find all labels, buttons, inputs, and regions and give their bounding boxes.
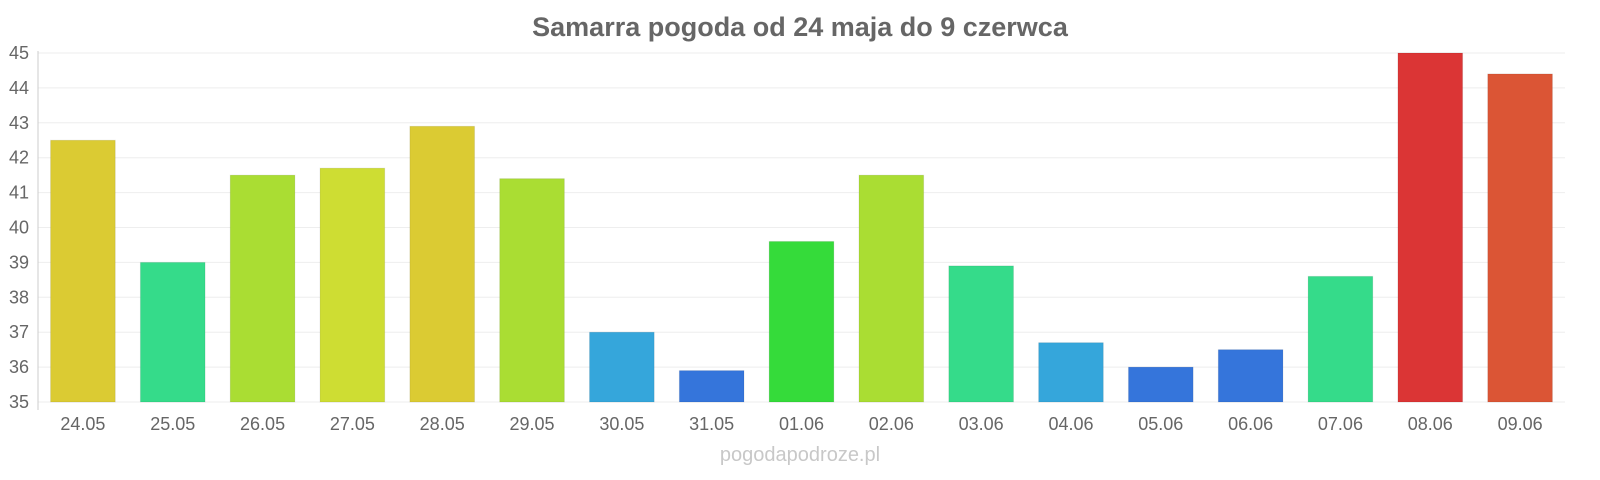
y-tick-label: 44 bbox=[9, 78, 29, 98]
x-tick-label: 27.05 bbox=[330, 414, 375, 434]
x-tick-label: 04.06 bbox=[1048, 414, 1093, 434]
x-tick-label: 26.05 bbox=[240, 414, 285, 434]
x-tick-label: 28.05 bbox=[420, 414, 465, 434]
bar-02.06[interactable] bbox=[858, 174, 925, 403]
y-tick-label: 45 bbox=[9, 43, 29, 63]
bar-07.06[interactable] bbox=[1307, 275, 1374, 403]
y-tick-label: 41 bbox=[9, 183, 29, 203]
watermark-text: pogodapodroze.pl bbox=[720, 444, 880, 466]
y-tick-label: 36 bbox=[9, 357, 29, 377]
x-tick-label: 01.06 bbox=[779, 414, 824, 434]
bar-06.06[interactable] bbox=[1217, 349, 1284, 403]
x-tick-label: 03.06 bbox=[959, 414, 1004, 434]
bar-27.05[interactable] bbox=[319, 167, 386, 403]
bar-30.05[interactable] bbox=[589, 331, 655, 403]
x-tick-labels: 24.05 25.05 26.05 27.05 28.05 29.05 30.05 31.05… bbox=[60, 414, 1542, 434]
bar-26.05[interactable] bbox=[229, 174, 296, 403]
x-tick-label: 24.05 bbox=[60, 414, 105, 434]
x-tick-label: 31.05 bbox=[689, 414, 734, 434]
x-tick-label: 05.06 bbox=[1138, 414, 1183, 434]
bar-31.05[interactable] bbox=[678, 370, 745, 403]
bar-24.05[interactable] bbox=[50, 139, 116, 403]
bar-04.06[interactable] bbox=[1038, 342, 1104, 403]
x-tick-label: 29.05 bbox=[510, 414, 555, 434]
bar-05.06[interactable] bbox=[1127, 366, 1194, 403]
x-tick-label: 30.05 bbox=[599, 414, 644, 434]
bar-25.05[interactable] bbox=[139, 261, 206, 403]
bar-29.05[interactable] bbox=[499, 178, 565, 403]
x-tick-label: 02.06 bbox=[869, 414, 914, 434]
bar-08.06[interactable] bbox=[1397, 52, 1464, 403]
x-tick-label: 25.05 bbox=[150, 414, 195, 434]
x-tick-label: 08.06 bbox=[1408, 414, 1453, 434]
y-tick-label: 39 bbox=[9, 252, 29, 272]
bar-28.05[interactable] bbox=[409, 125, 476, 403]
y-tick-label: 37 bbox=[9, 322, 29, 342]
x-tick-label: 07.06 bbox=[1318, 414, 1363, 434]
bar-01.06[interactable] bbox=[768, 240, 835, 403]
bar-09.06[interactable] bbox=[1487, 73, 1553, 403]
y-tick-label: 35 bbox=[9, 392, 29, 412]
y-tick-label: 38 bbox=[9, 287, 29, 307]
x-tick-label: 09.06 bbox=[1498, 414, 1543, 434]
y-tick-label: 42 bbox=[9, 148, 29, 168]
y-tick-label: 43 bbox=[9, 113, 29, 133]
bar-03.06[interactable] bbox=[948, 265, 1014, 403]
chart-title: Samarra pogoda od 24 maja do 9 czerwca bbox=[532, 12, 1069, 42]
y-tick-labels: 35 36 37 38 39 40 41 42 43 44 45 bbox=[9, 43, 29, 412]
y-tick-label: 40 bbox=[9, 218, 29, 238]
bars-layer bbox=[50, 52, 1553, 403]
x-tick-label: 06.06 bbox=[1228, 414, 1273, 434]
